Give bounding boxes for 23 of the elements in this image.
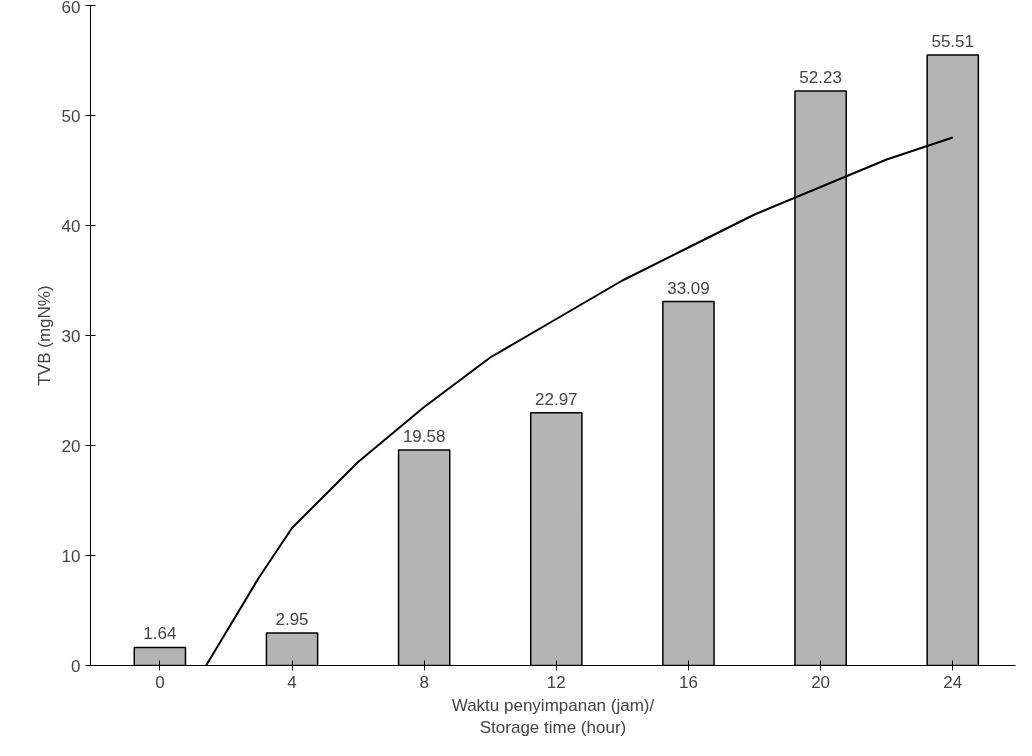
y-axis-title: TVB (mgN%) bbox=[34, 285, 54, 386]
x-tick-label: 8 bbox=[419, 672, 429, 692]
x-tick-label: 4 bbox=[287, 672, 297, 692]
y-tick-label: 30 bbox=[61, 326, 81, 346]
y-tick-label: 20 bbox=[61, 436, 81, 456]
data-label: 55.51 bbox=[931, 31, 975, 51]
y-tick-label: 0 bbox=[71, 656, 81, 676]
y-tick-label: 50 bbox=[61, 106, 81, 126]
x-axis-title: Waktu penyimpanan (jam)/ Storage time (hour) bbox=[451, 695, 655, 738]
x-tick-label: 12 bbox=[546, 672, 566, 692]
data-label: 22.97 bbox=[535, 389, 578, 409]
x-tick-label: 16 bbox=[678, 672, 698, 692]
x-tick-label: 24 bbox=[943, 672, 963, 692]
data-label: 52.23 bbox=[799, 67, 842, 87]
y-tick-label: 40 bbox=[61, 216, 81, 236]
data-label: 33.09 bbox=[667, 278, 710, 298]
y-tick-label: 10 bbox=[61, 546, 81, 566]
data-label: 1.64 bbox=[143, 624, 177, 644]
x-tick-label: 20 bbox=[811, 672, 831, 692]
y-tick-label: 60 bbox=[61, 0, 81, 17]
data-label: 19.58 bbox=[402, 427, 446, 447]
x-tick-label: 0 bbox=[155, 672, 165, 692]
data-label: 2.95 bbox=[275, 610, 309, 630]
